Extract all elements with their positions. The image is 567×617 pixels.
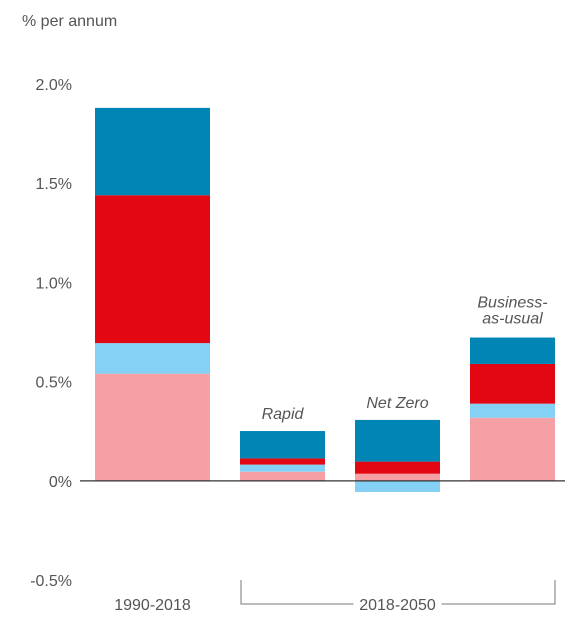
group-label-bg	[353, 594, 442, 614]
bar-segment	[470, 417, 555, 481]
bar-segment	[95, 343, 210, 374]
bar-segment	[95, 373, 210, 481]
bar-segment	[470, 337, 555, 364]
y-tick-label: 1.0%	[36, 275, 72, 292]
bar-segment	[355, 473, 440, 481]
bar-label-line: as-usual	[482, 311, 543, 328]
y-tick-label: 0.5%	[36, 375, 72, 392]
bar-label: Rapid	[262, 406, 305, 423]
bar-segment	[355, 480, 440, 492]
y-axis-label: % per annum	[22, 13, 117, 30]
bar-segment	[95, 107, 210, 196]
bar-label-line: Business-	[477, 295, 547, 312]
bar-label: Business-as-usual	[477, 295, 547, 328]
bar-segment	[470, 403, 555, 418]
bar-segment	[240, 464, 325, 472]
group-label: 2018-2050	[359, 597, 436, 614]
y-tick-label: 2.0%	[36, 77, 72, 94]
bar-segment	[240, 458, 325, 465]
bar-segment	[470, 363, 555, 404]
group-label: 1990-2018	[114, 597, 191, 614]
y-tick-label: -0.5%	[30, 573, 72, 590]
y-tick-label: 1.5%	[36, 176, 72, 193]
bar-segment	[355, 419, 440, 462]
bar-segment	[95, 195, 210, 344]
bar-segment	[240, 471, 325, 481]
bar-label: Net Zero	[366, 395, 428, 412]
bar-segment	[240, 431, 325, 459]
bar-segment	[355, 461, 440, 474]
y-tick-label: 0%	[49, 474, 72, 491]
